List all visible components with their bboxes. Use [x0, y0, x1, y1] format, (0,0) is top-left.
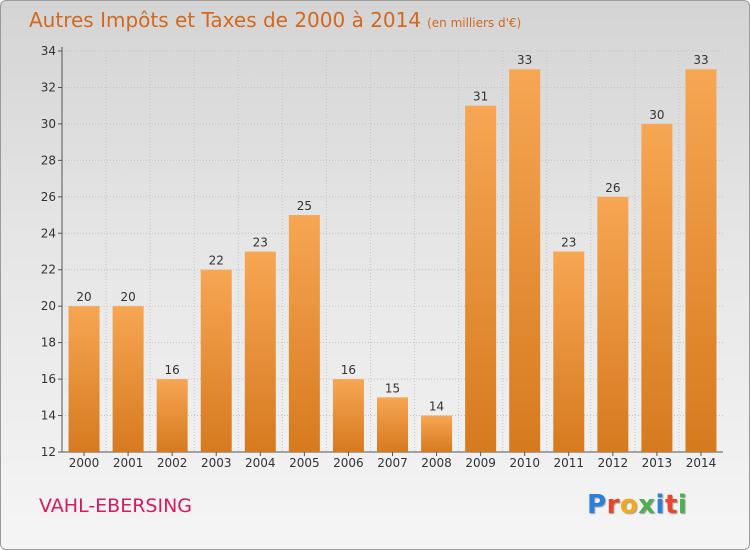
- title-text: Autres Impôts et Taxes de 2000 à 2014: [29, 8, 422, 32]
- y-tick-label: 20: [41, 299, 56, 313]
- data-label: 25: [297, 199, 312, 213]
- x-tick-label: 2014: [686, 456, 717, 470]
- x-tick-label: 2000: [69, 456, 100, 470]
- x-tick-label: 2004: [245, 456, 276, 470]
- x-tick-label: 2009: [465, 456, 496, 470]
- bar-2003[interactable]: [200, 269, 232, 452]
- bar-2012[interactable]: [597, 196, 629, 452]
- y-tick-label: 26: [41, 190, 56, 204]
- y-tick-label: 32: [41, 80, 56, 94]
- proxiti-logo[interactable]: Proxiti: [587, 490, 687, 520]
- x-tick-label: 2008: [421, 456, 452, 470]
- logo-letter: P: [587, 490, 607, 520]
- data-label: 16: [165, 363, 180, 377]
- bar-2007[interactable]: [377, 397, 408, 452]
- title-unit: (en milliers d'€): [427, 16, 522, 30]
- x-tick-label: 2002: [157, 456, 188, 470]
- grid-lines: [62, 50, 723, 452]
- data-label: 23: [253, 236, 268, 250]
- x-tick-label: 2012: [598, 456, 629, 470]
- data-label: 23: [561, 236, 576, 250]
- bar-2010[interactable]: [509, 69, 541, 453]
- y-tick-label: 22: [41, 263, 56, 277]
- bar-2008[interactable]: [421, 415, 453, 452]
- data-label: 26: [605, 181, 620, 195]
- x-tick-label: 2005: [289, 456, 320, 470]
- x-tick-label: 2001: [113, 456, 144, 470]
- data-label: 16: [341, 363, 356, 377]
- data-label: 31: [473, 90, 488, 104]
- y-tick-label: 30: [41, 117, 56, 131]
- logo-letter: t: [664, 490, 678, 520]
- y-tick-label: 24: [41, 226, 56, 240]
- logo-letter: i: [677, 490, 688, 520]
- data-label: 20: [120, 290, 135, 304]
- y-tick-label: 34: [41, 44, 56, 58]
- x-tick-label: 2010: [509, 456, 540, 470]
- bar-2009[interactable]: [465, 105, 497, 452]
- city-name: VAHL-EBERSING: [39, 495, 193, 517]
- bar-2004[interactable]: [244, 251, 276, 453]
- bar-2014[interactable]: [685, 69, 717, 453]
- y-tick-label: 14: [41, 409, 56, 423]
- bar-2005[interactable]: [288, 215, 320, 452]
- data-label: 14: [429, 400, 444, 414]
- data-label: 15: [385, 381, 400, 395]
- x-tick-label: 2013: [642, 456, 673, 470]
- logo-letter: o: [619, 490, 639, 520]
- data-label: 33: [517, 53, 532, 67]
- x-tick-label: 2007: [377, 456, 408, 470]
- y-tick-label: 16: [41, 372, 56, 386]
- y-tick-labels: 12 14 16 18 20 22 24 26 28 30 32 34: [41, 44, 56, 459]
- bar-2011[interactable]: [553, 251, 585, 453]
- data-label: 33: [693, 53, 708, 67]
- bar-2006[interactable]: [332, 379, 364, 452]
- logo-letter: r: [606, 490, 620, 520]
- chart-title: Autres Impôts et Taxes de 2000 à 2014 (en…: [29, 8, 521, 32]
- bar-2001[interactable]: [112, 306, 144, 452]
- x-tick-labels: 2000 2001 2002 2003 2004 2005 2006 2007 2008 2009…: [69, 456, 716, 470]
- x-tick-label: 2006: [333, 456, 364, 470]
- bar-2000[interactable]: [68, 306, 100, 452]
- y-tick-label: 12: [41, 445, 56, 459]
- bars: [68, 69, 717, 453]
- bar-2002[interactable]: [156, 379, 188, 452]
- bar-2013[interactable]: [641, 123, 673, 452]
- y-tick-label: 28: [41, 153, 56, 167]
- logo-letter: i: [655, 490, 665, 520]
- y-tick-label: 18: [41, 336, 56, 350]
- data-labels: 20 20 16 22 23 25 16 15 14 31 33 23 26 30 33: [76, 53, 708, 413]
- data-label: 30: [649, 108, 664, 122]
- data-label: 20: [76, 290, 91, 304]
- data-label: 22: [209, 254, 224, 268]
- logo-letter: x: [638, 490, 656, 520]
- x-tick-label: 2003: [201, 456, 232, 470]
- x-tick-label: 2011: [553, 456, 584, 470]
